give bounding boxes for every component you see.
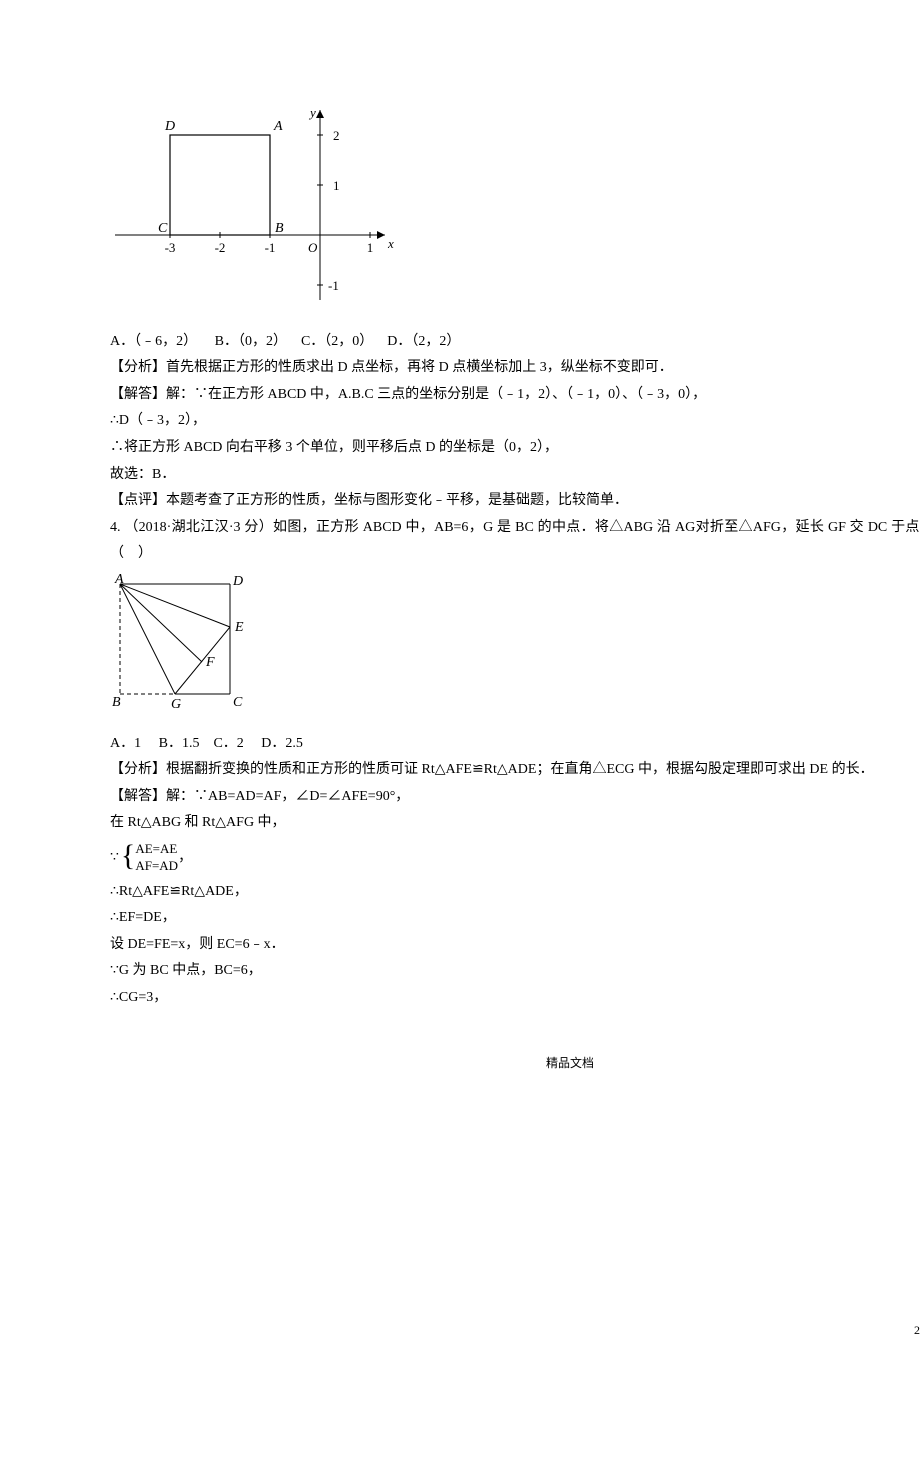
formula-suffix: ，	[178, 845, 192, 872]
q4-solve-l4: ∴EF=DE，	[110, 905, 920, 932]
brace-content: AE=AE AF=AD	[135, 841, 178, 875]
svg-text:D: D	[164, 119, 175, 134]
page-number: 2	[914, 1319, 920, 1342]
footer-text: 精品文档	[110, 1052, 920, 1075]
svg-text:-1: -1	[328, 278, 339, 293]
left-brace-icon: {	[121, 842, 135, 870]
svg-text:1: 1	[367, 240, 374, 255]
svg-text:B: B	[275, 221, 284, 236]
q4-analysis: 【分析】根据翻折变换的性质和正方形的性质可证 Rt△AFE≌Rt△ADE；在直角…	[110, 757, 920, 784]
svg-text:C: C	[158, 221, 168, 236]
q4-solve-l1: 【解答】解：∵AB=AD=AF，∠D=∠AFE=90°，	[110, 784, 920, 811]
coord-svg: -3 -2 -1 1 2 1 -1 O x y D A C B	[110, 100, 400, 310]
svg-text:A: A	[273, 119, 283, 134]
svg-text:x: x	[387, 236, 394, 251]
brace-line-1: AE=AE	[135, 841, 178, 858]
q3-comment: 【点评】本题考查了正方形的性质，坐标与图形变化﹣平移，是基础题，比较简单．	[110, 488, 920, 515]
q4-solve-l5: 设 DE=FE=x，则 EC=6﹣x．	[110, 932, 920, 959]
figure-coordinate-square: -3 -2 -1 1 2 1 -1 O x y D A C B	[110, 100, 920, 321]
q4-solve-l6: ∵G 为 BC 中点，BC=6，	[110, 958, 920, 985]
svg-text:A: A	[114, 574, 124, 587]
svg-text:D: D	[232, 574, 243, 589]
q4-solve-l7: ∴CG=3，	[110, 985, 920, 1012]
figure-fold-square: A D E F C G B	[110, 574, 920, 725]
q3-solve-l4: 故选：B．	[110, 462, 920, 489]
q4-brace-formula: ∵ { AE=AE AF=AD ，	[110, 841, 920, 875]
q4-analysis-label: 【分析】	[110, 762, 166, 777]
svg-text:y: y	[308, 105, 316, 120]
svg-text:B: B	[112, 695, 121, 710]
q4-solve-l3: ∴Rt△AFE≌Rt△ADE，	[110, 879, 920, 906]
q4-options: A．1 B．1.5 C．2 D．2.5	[110, 731, 920, 758]
brace-group: { AE=AE AF=AD	[121, 841, 178, 875]
svg-text:O: O	[308, 240, 318, 255]
svg-text:F: F	[205, 655, 215, 670]
q3-analysis: 【分析】首先根据正方形的性质求出 D 点坐标，再将 D 点横坐标加上 3，纵坐标…	[110, 355, 920, 382]
analysis-text: 首先根据正方形的性质求出 D 点坐标，再将 D 点横坐标加上 3，纵坐标不变即可…	[166, 360, 673, 375]
svg-text:-1: -1	[265, 240, 276, 255]
svg-text:E: E	[234, 620, 244, 635]
q4-solve-label: 【解答】	[110, 789, 166, 804]
svg-text:1: 1	[333, 178, 340, 193]
formula-prefix: ∵	[110, 845, 119, 872]
solve-label: 【解答】	[110, 387, 166, 402]
q3-solve-l3: ∴将正方形 ABCD 向右平移 3 个单位，则平移后点 D 的坐标是（0，2），	[110, 435, 920, 462]
q3-options: A．（﹣6，2） B．（0，2） C．（2，0） D．（2，2）	[110, 329, 920, 356]
svg-text:G: G	[171, 697, 181, 712]
q4-solve-l2: 在 Rt△ABG 和 Rt△AFG 中，	[110, 810, 920, 837]
svg-text:2: 2	[333, 128, 340, 143]
svg-text:-2: -2	[215, 240, 226, 255]
q3-solve-l1: 【解答】解：∵在正方形 ABCD 中，A.B.C 三点的坐标分别是（﹣1，2）、…	[110, 382, 920, 409]
fold-svg: A D E F C G B	[110, 574, 255, 714]
brace-line-2: AF=AD	[135, 858, 178, 875]
q4-header: 4. （2018·湖北江汉·3 分）如图，正方形 ABCD 中，AB=6，G 是…	[110, 515, 920, 568]
comment-label: 【点评】	[110, 493, 166, 508]
q3-solve-l2: ∴D（﹣3，2），	[110, 408, 920, 435]
svg-text:C: C	[233, 695, 243, 710]
analysis-label: 【分析】	[110, 360, 166, 375]
svg-text:-3: -3	[165, 240, 176, 255]
